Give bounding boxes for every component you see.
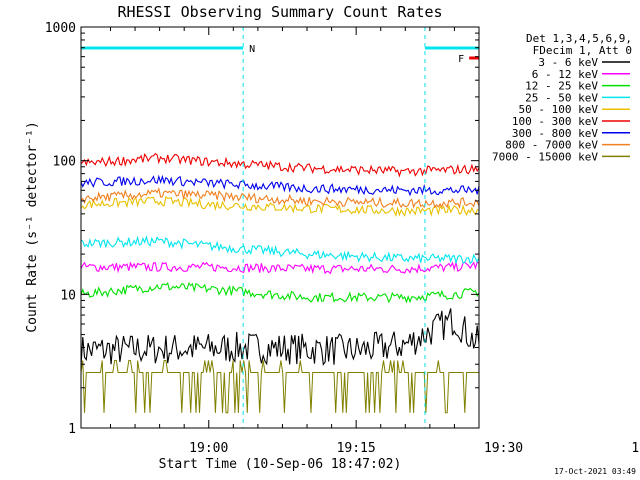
series-line-8-0 bbox=[81, 360, 479, 414]
x-tick-label-3: 19:45 bbox=[631, 441, 640, 456]
y-axis: 1 10 100 1000 bbox=[45, 21, 479, 437]
x-tick-label-2: 19:30 bbox=[484, 441, 523, 456]
plot-frame bbox=[80, 26, 480, 429]
legend-label-6: 300 - 800 keV bbox=[512, 127, 598, 140]
legend-label-3: 25 - 50 keV bbox=[525, 91, 598, 104]
series-line-6-0 bbox=[81, 174, 479, 197]
series-line-5-0 bbox=[81, 152, 479, 178]
flag-label-F: F bbox=[458, 54, 464, 65]
legend-label-0: 3 - 6 keV bbox=[538, 56, 598, 69]
y-tick-label-3: 1000 bbox=[45, 21, 76, 36]
x-axis-label: Start Time (10-Sep-06 18:47:02) bbox=[159, 457, 402, 472]
flag-label-N: N bbox=[249, 44, 255, 55]
legend-label-4: 50 - 100 keV bbox=[519, 103, 599, 116]
timestamp: 17-Oct-2021 03:49 bbox=[554, 467, 636, 476]
series-line-1-0 bbox=[81, 261, 479, 275]
series-line-0-0 bbox=[81, 308, 479, 367]
legend-header-1: Det 1,3,4,5,6,9, bbox=[526, 32, 632, 45]
legend-label-2: 12 - 25 keV bbox=[525, 80, 598, 93]
chart-title: RHESSI Observing Summary Count Rates bbox=[117, 3, 442, 21]
plot-area: NFS bbox=[81, 27, 479, 428]
legend-label-1: 6 - 12 keV bbox=[532, 68, 599, 81]
x-tick-label-1: 19:15 bbox=[337, 441, 376, 456]
legend: Det 1,3,4,5,6,9, FDecim 1, Att 0 3 - 6 k… bbox=[492, 32, 632, 163]
series-line-3-0 bbox=[81, 235, 479, 265]
series-line-2-0 bbox=[81, 282, 479, 304]
y-tick-label-0: 1 bbox=[68, 422, 76, 437]
series-line-7-0 bbox=[81, 186, 479, 209]
y-tick-label-2: 100 bbox=[53, 155, 76, 170]
x-tick-label-0: 19:00 bbox=[189, 441, 228, 456]
legend-label-5: 100 - 300 keV bbox=[512, 115, 598, 128]
legend-header-2: FDecim 1, Att 0 bbox=[533, 44, 632, 57]
series-line-4-0 bbox=[81, 195, 479, 217]
legend-label-7: 800 - 7000 keV bbox=[505, 139, 598, 152]
y-axis-label: Count Rate (s⁻¹ detector⁻¹) bbox=[25, 121, 40, 332]
legend-label-8: 7000 - 15000 keV bbox=[492, 150, 598, 163]
y-tick-label-1: 10 bbox=[60, 288, 76, 303]
